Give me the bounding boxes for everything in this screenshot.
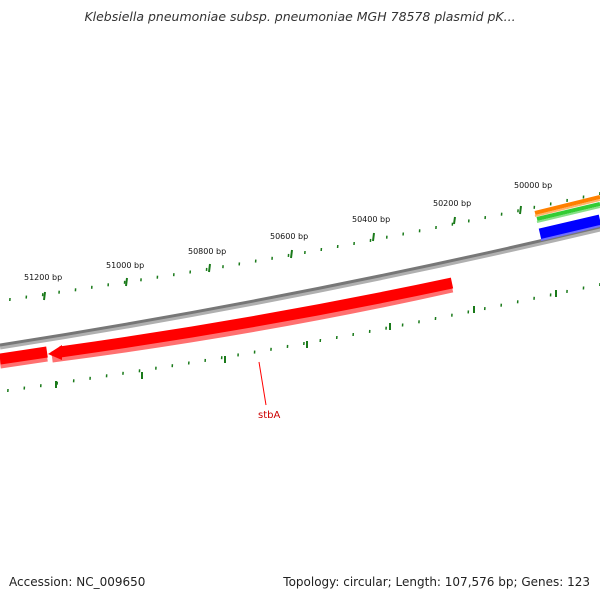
tick-label-50200: 50200 bp <box>433 199 471 208</box>
tick-label-50400: 50400 bp <box>352 215 390 224</box>
tick-label-50600: 50600 bp <box>270 232 308 241</box>
tick-labels: 50000 bp 50200 bp 50400 bp 50600 bp 5080… <box>24 181 552 282</box>
major-tick <box>43 291 46 301</box>
gene-feature-blue <box>538 214 600 240</box>
gene-feature-stbA-arrowhead <box>48 345 62 360</box>
tick-label-51000: 51000 bp <box>106 261 144 270</box>
major-tick <box>290 249 293 259</box>
tick-label-51200: 51200 bp <box>24 273 62 282</box>
map-title: Klebsiella pneumoniae subsp. pneumoniae … <box>84 9 516 24</box>
tick-label-50000: 50000 bp <box>514 181 552 190</box>
major-tick <box>453 216 456 225</box>
gene-feature-stbA <box>59 277 454 358</box>
major-tick <box>208 263 211 273</box>
gene-feature-orange <box>534 195 600 215</box>
gene-feature-green-shadow <box>536 206 600 223</box>
major-tick <box>519 205 522 215</box>
gene-label-leader-line <box>258 361 267 406</box>
major-tick <box>125 277 128 287</box>
backbone-shadow <box>0 226 600 350</box>
major-tick <box>372 232 375 242</box>
inner-ruler-minor-ticks <box>7 282 600 393</box>
inner-ruler-major-ticks <box>55 290 557 388</box>
topology-summary: Topology: circular; Length: 107,576 bp; … <box>283 575 590 589</box>
gene-feature-red-left <box>0 346 48 365</box>
tick-label-50800: 50800 bp <box>188 247 226 256</box>
backbone <box>0 225 600 347</box>
gene-feature-orange-shadow <box>534 199 600 217</box>
gene-feature-blue-shadow <box>540 225 600 241</box>
outer-ruler-major-ticks <box>43 205 522 301</box>
gene-feature-green <box>536 202 600 221</box>
gene-label-stbA: stbA <box>258 410 280 421</box>
accession-text: Accession: NC_009650 <box>9 575 146 589</box>
